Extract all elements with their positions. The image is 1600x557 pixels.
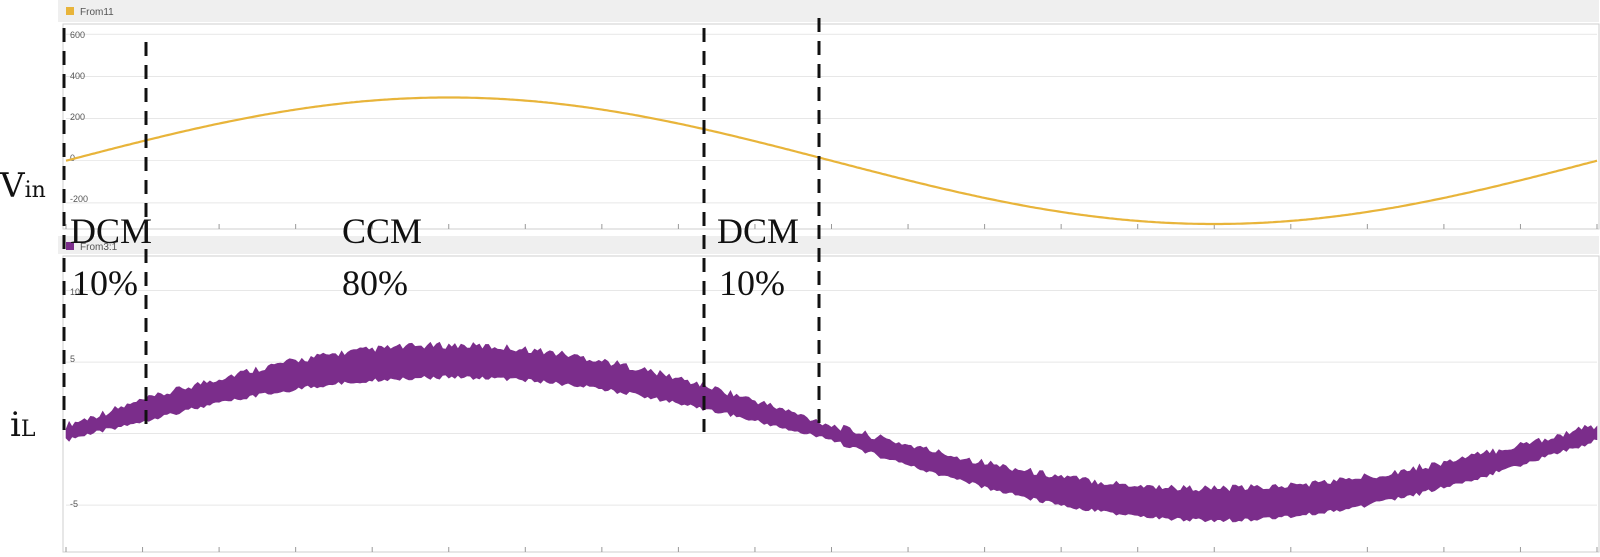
vin-axis-label: Vin xyxy=(0,166,46,206)
region-2-percent: 80% xyxy=(342,263,408,303)
vin-y-tick-labels: 600 400 200 0 -200 xyxy=(70,30,88,204)
il-y-tick-labels: 10 5 -5 xyxy=(70,287,80,509)
il-ytick-10: 10 xyxy=(70,287,80,297)
vin-plot-frame xyxy=(62,23,1600,230)
vin-legend-swatch xyxy=(66,7,74,15)
il-panel-header xyxy=(58,236,1599,254)
vin-grid xyxy=(65,33,1598,229)
region-3-percent: 10% xyxy=(719,263,785,303)
il-grid xyxy=(65,290,1598,552)
region-1-mode: DCM xyxy=(70,211,152,251)
region-2-mode: CCM xyxy=(342,211,422,251)
region-dividers xyxy=(62,18,821,432)
il-ytick-neg5: -5 xyxy=(70,499,78,509)
il-legend-swatch xyxy=(66,242,74,250)
il-axis-label: iL xyxy=(10,405,36,445)
vin-ytick-200: 200 xyxy=(70,112,85,122)
vin-ytick-400: 400 xyxy=(70,71,85,81)
vin-ytick-600: 600 xyxy=(70,30,85,40)
il-plot-frame xyxy=(62,255,1600,553)
vin-panel-header xyxy=(58,0,1599,22)
vin-legend-label: From11 xyxy=(80,7,114,18)
vin-ytick-neg200: -200 xyxy=(70,194,88,204)
il-ytick-5: 5 xyxy=(70,354,75,364)
region-3-mode: DCM xyxy=(717,211,799,251)
il-series-band xyxy=(65,341,1598,523)
region-1-percent: 10% xyxy=(72,263,138,303)
il-legend-label: From3:1 xyxy=(80,242,118,253)
vin-series-line xyxy=(65,96,1598,226)
